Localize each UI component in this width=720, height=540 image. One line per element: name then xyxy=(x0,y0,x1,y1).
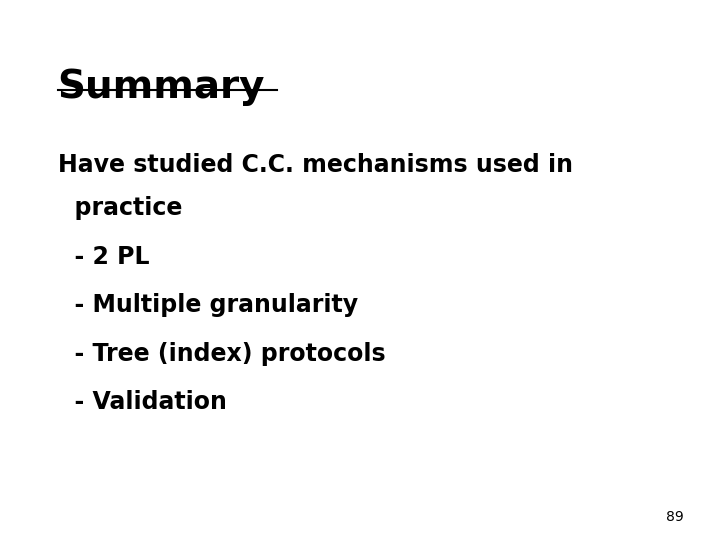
Text: - Validation: - Validation xyxy=(58,390,227,414)
Text: - 2 PL: - 2 PL xyxy=(58,245,149,268)
Text: practice: practice xyxy=(58,196,182,220)
Text: Have studied C.C. mechanisms used in: Have studied C.C. mechanisms used in xyxy=(58,153,572,177)
Text: 89: 89 xyxy=(666,510,684,524)
Text: - Multiple granularity: - Multiple granularity xyxy=(58,293,358,317)
Text: Summary: Summary xyxy=(58,68,265,105)
Text: - Tree (index) protocols: - Tree (index) protocols xyxy=(58,342,385,366)
